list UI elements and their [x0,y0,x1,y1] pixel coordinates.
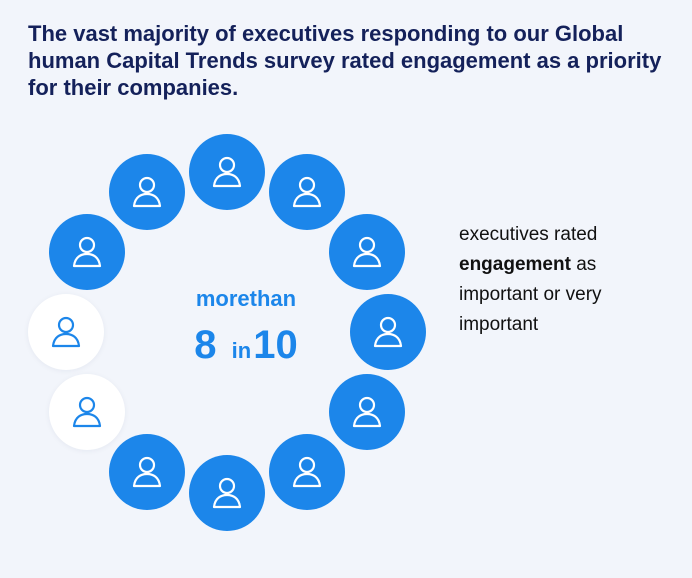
person-icon-circle [350,294,426,370]
person-icon-circle [189,134,265,210]
person-icon [132,176,162,208]
stat-prefix: morethan [195,286,297,311]
person-icon-circle [269,434,345,510]
headline: The vast majority of executives respondi… [28,21,662,100]
person-icon [51,316,81,348]
person-icon-circle [49,374,125,450]
person-icon [132,456,162,488]
person-icon [373,316,403,348]
person-icon-circle [189,455,265,531]
stat-denominator: 10 [253,323,298,367]
person-icon [212,477,242,509]
person-icon [72,396,102,428]
caption-emphasis: engagement [459,254,571,275]
person-icon [292,456,322,488]
stat-caption: executives rated engagement as important… [459,220,669,340]
person-icon-circle [28,294,104,370]
person-icon-circle [329,214,405,290]
person-icon [212,156,242,188]
person-icon [352,236,382,268]
person-icon-circle [109,154,185,230]
person-icon [72,236,102,268]
person-icon-circle [49,214,125,290]
person-icon-circle [269,154,345,230]
person-icon-circle [109,434,185,510]
caption-before: executives rated [459,224,598,245]
stat-ratio: 8 in10 [146,320,346,376]
person-icon-circle [329,374,405,450]
person-icon [292,176,322,208]
stat-connector: in [231,338,252,363]
person-icon [352,396,382,428]
caption-after: as important or very important [459,254,602,335]
stat-numerator: 8 [194,323,217,367]
